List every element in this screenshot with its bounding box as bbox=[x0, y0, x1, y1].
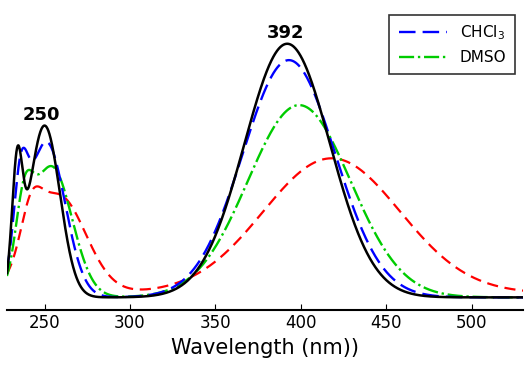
Text: 250: 250 bbox=[22, 105, 60, 123]
Legend: CHCl$_3$, DMSO: CHCl$_3$, DMSO bbox=[390, 15, 515, 74]
X-axis label: Wavelength (nm)): Wavelength (nm)) bbox=[171, 338, 359, 358]
Text: 392: 392 bbox=[267, 24, 304, 42]
